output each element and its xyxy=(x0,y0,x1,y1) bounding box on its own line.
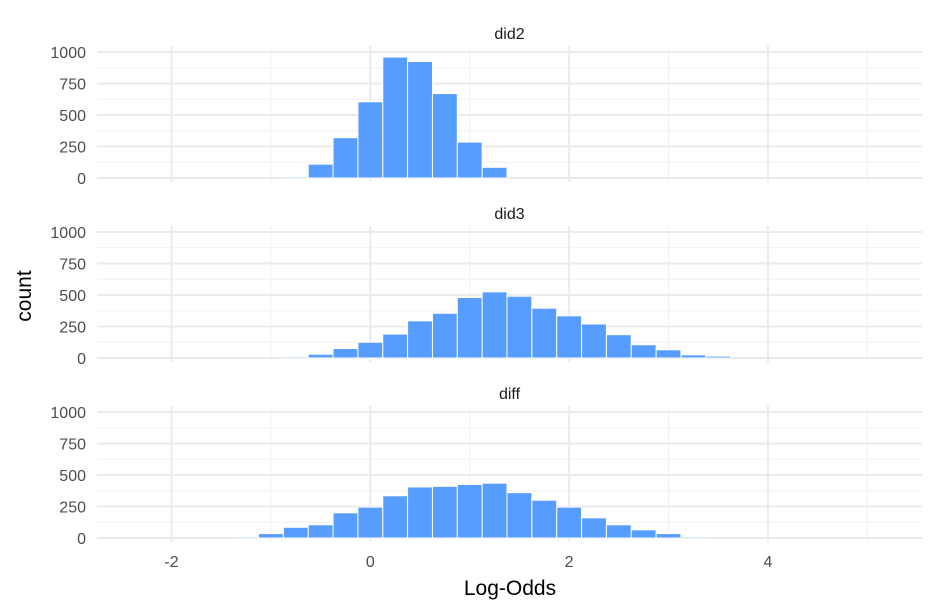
histogram-bar xyxy=(481,291,508,359)
histogram-bar xyxy=(655,533,682,539)
y-tick-label: 500 xyxy=(59,468,86,485)
y-tick-label: 0 xyxy=(77,351,86,368)
histogram-bar xyxy=(307,524,334,539)
histogram-bar xyxy=(531,307,558,359)
histogram-bar xyxy=(705,355,732,359)
histogram-bar xyxy=(680,536,707,539)
histogram-bar xyxy=(258,533,284,539)
histogram-bar xyxy=(307,163,334,179)
y-tick-label: 750 xyxy=(59,77,86,94)
histogram-bar xyxy=(357,341,384,359)
facet-panel-did3: 0 250 500 750 1000 did3 xyxy=(50,206,922,368)
y-tick-label: 0 xyxy=(77,171,86,188)
histogram-bar xyxy=(680,354,707,359)
y-tick-label: 250 xyxy=(59,500,86,517)
histogram-bar xyxy=(282,526,309,539)
facet-panels: 0 250 500 750 1000 did2 0 250 500 750 1000 did3 0 250… xyxy=(50,26,922,548)
facet-label: diff xyxy=(499,386,521,403)
x-tick-label: -2 xyxy=(164,554,178,571)
histogram-bar xyxy=(605,334,632,359)
histogram-bar xyxy=(481,482,508,539)
histogram-bar xyxy=(357,101,384,179)
y-tick-label: 1000 xyxy=(50,45,86,62)
y-tick-label: 750 xyxy=(59,437,86,454)
histogram-bar xyxy=(282,176,309,179)
facet-label: did3 xyxy=(494,206,524,223)
facet-panel-did2: 0 250 500 750 1000 did2 xyxy=(50,26,922,188)
histogram-bar xyxy=(630,344,657,359)
histogram-bar xyxy=(282,356,309,359)
histogram-bar xyxy=(357,506,384,539)
y-axis-title: count xyxy=(13,270,36,322)
y-tick-label: 500 xyxy=(59,108,86,125)
histogram-bar xyxy=(556,506,583,539)
histogram-bar xyxy=(382,56,409,179)
histogram-bar xyxy=(382,333,409,359)
x-axis: -2 0 2 4 xyxy=(164,554,772,571)
x-axis-title: Log-Odds xyxy=(464,577,556,600)
histogram-bar xyxy=(382,495,409,539)
histogram-bar xyxy=(481,166,508,179)
y-tick-label: 0 xyxy=(77,531,86,548)
histogram-bar xyxy=(407,486,433,539)
histogram-bar xyxy=(531,499,558,539)
histogram-bar xyxy=(655,349,682,359)
histogram-bar xyxy=(456,141,483,179)
y-tick-label: 1000 xyxy=(50,405,86,422)
histogram-bar xyxy=(506,492,533,539)
histogram-bar xyxy=(605,524,632,539)
histogram-bar xyxy=(407,60,433,179)
y-tick-label: 250 xyxy=(59,320,86,337)
histogram-bar xyxy=(506,295,533,359)
histogram-bar xyxy=(431,485,458,539)
histogram-bar xyxy=(456,297,483,359)
y-tick-label: 1000 xyxy=(50,225,86,242)
y-tick-label: 250 xyxy=(59,140,86,157)
y-tick-label: 500 xyxy=(59,288,86,305)
facet-panel-diff: 0 250 500 750 1000 diff xyxy=(50,386,922,548)
facet-label: did2 xyxy=(494,26,524,43)
histogram-bar xyxy=(233,536,260,539)
histogram-bar xyxy=(332,512,359,539)
histogram-bar xyxy=(630,529,657,539)
histogram-bar xyxy=(307,353,334,359)
histogram-bar xyxy=(556,315,583,359)
histogram-bar xyxy=(581,323,607,359)
histogram-bar xyxy=(407,320,433,359)
x-tick-label: 0 xyxy=(366,554,375,571)
histogram-bar xyxy=(431,312,458,359)
x-tick-label: 4 xyxy=(763,554,772,571)
y-tick-label: 750 xyxy=(59,257,86,274)
histogram-bar xyxy=(332,348,359,359)
histogram-bar xyxy=(332,137,359,179)
histogram-bar xyxy=(581,517,607,539)
histogram-bar xyxy=(456,483,483,539)
x-tick-label: 2 xyxy=(565,554,574,571)
histogram-bar xyxy=(431,93,458,179)
